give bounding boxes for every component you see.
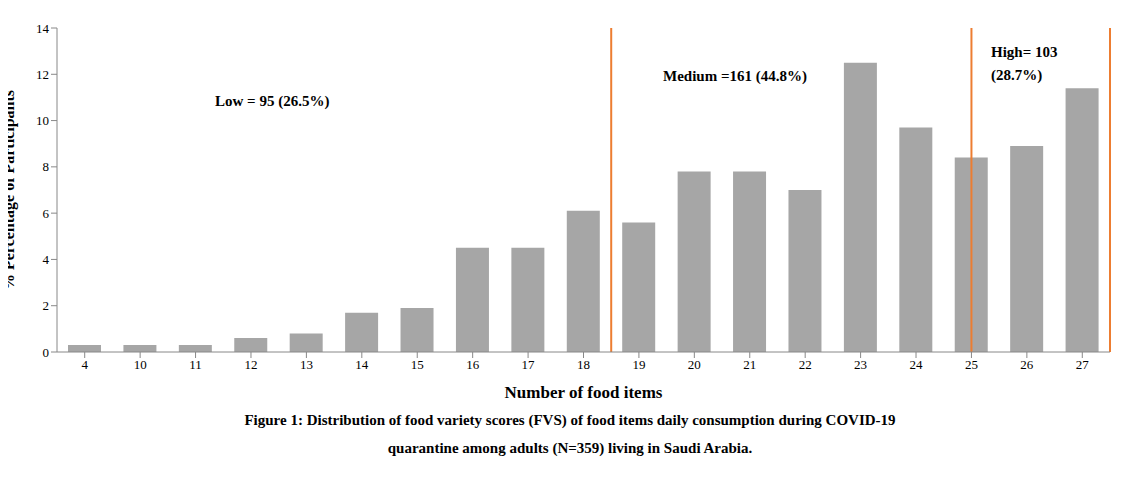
svg-text:14: 14 (355, 357, 369, 372)
svg-text:8: 8 (43, 159, 50, 174)
svg-text:12: 12 (36, 67, 49, 82)
svg-text:20: 20 (688, 357, 701, 372)
svg-text:10: 10 (134, 357, 147, 372)
svg-text:10: 10 (36, 113, 49, 128)
svg-text:6: 6 (43, 206, 50, 221)
svg-text:27: 27 (1076, 357, 1090, 372)
html-text:Low = 95 (26.5%): Low = 95 (26.5%) (215, 93, 330, 109)
svg-text:15: 15 (411, 357, 424, 372)
html-text:Medium =161 (44.8%): Medium =161 (44.8%) (663, 68, 807, 84)
svg-text:16: 16 (466, 357, 480, 372)
svg-text:11: 11 (189, 357, 202, 372)
svg-text:13: 13 (300, 357, 313, 372)
svg-text:21: 21 (743, 357, 756, 372)
svg-text:12: 12 (244, 357, 257, 372)
svg-text:4: 4 (81, 357, 88, 372)
svg-text:24: 24 (910, 357, 924, 372)
svg-text:% Percentage of Participants: % Percentage of Participants (8, 90, 18, 290)
svg-text:22: 22 (799, 357, 812, 372)
html-text:Figure 1: Distribution of food: Figure 1: Distribution of food variety s… (244, 412, 896, 456)
svg-text:26: 26 (1020, 357, 1034, 372)
svg-text:17: 17 (522, 357, 536, 372)
html-text:High= 103 (28.7%): High= 103 (28.7%) (991, 44, 1058, 83)
svg-text:0: 0 (43, 345, 50, 360)
svg-text:2: 2 (43, 298, 50, 313)
svg-text:19: 19 (632, 357, 645, 372)
svg-text:23: 23 (854, 357, 867, 372)
svg-text:14: 14 (36, 21, 50, 36)
svg-text:18: 18 (577, 357, 590, 372)
svg-text:4: 4 (43, 252, 50, 267)
svg-text:25: 25 (965, 357, 978, 372)
svg-text:Number of food items: Number of food items (505, 383, 663, 402)
